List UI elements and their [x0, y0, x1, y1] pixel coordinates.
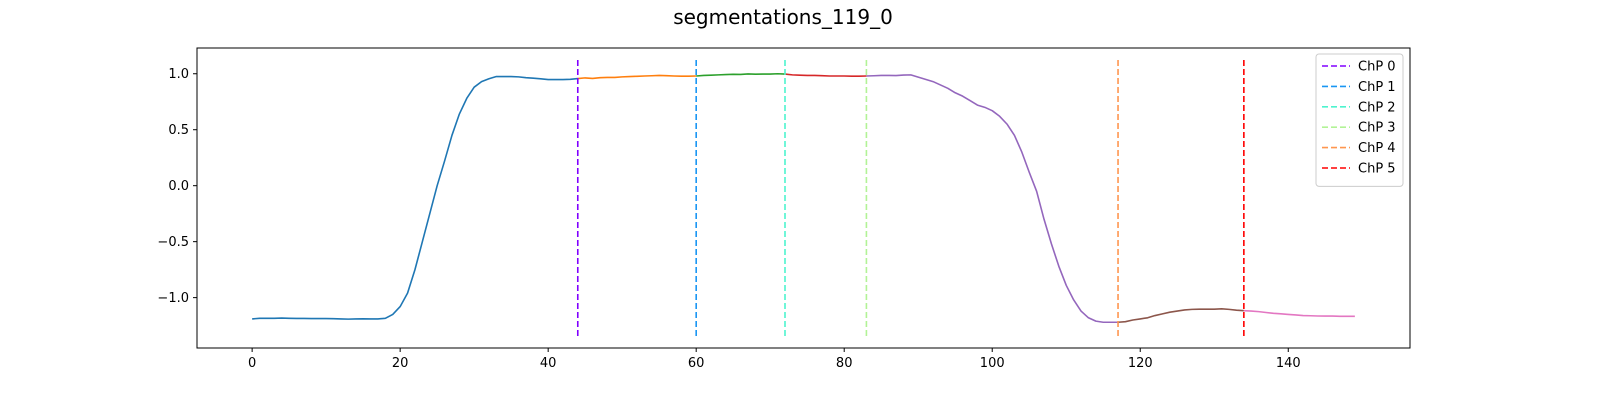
- x-tick-label: 60: [688, 356, 705, 371]
- series-layer: [252, 72, 1355, 324]
- legend-label: ChP 5: [1358, 162, 1396, 177]
- x-tick-label: 120: [1128, 356, 1153, 371]
- legend-label: ChP 1: [1358, 80, 1396, 95]
- x-axis: 0 20 40 60 80 100 120 140: [248, 348, 1301, 371]
- legend-box: [1315, 53, 1404, 187]
- legend-label: ChP 2: [1358, 100, 1396, 115]
- series-line-segment-4: [866, 74, 1119, 324]
- legend-label: ChP 0: [1358, 60, 1396, 75]
- y-axis: −1.0 −0.5 0.0 0.5 1.0: [157, 67, 197, 306]
- plot-frame: [196, 47, 1411, 349]
- x-tick-label: 40: [540, 356, 557, 371]
- chart-title: segmentations_119_0: [673, 5, 893, 29]
- legend-label: ChP 3: [1358, 121, 1396, 136]
- series-line-segment-1: [577, 74, 697, 80]
- y-tick-label: 0.0: [168, 179, 189, 194]
- legend: ChP 0 ChP 1 ChP 2 ChP 3 ChP 4 ChP 5: [1315, 53, 1404, 187]
- x-tick-label: 80: [836, 356, 853, 371]
- changepoint-layer: [576, 60, 1245, 336]
- x-tick-label: 140: [1276, 356, 1301, 371]
- x-tick-label: 100: [980, 356, 1005, 371]
- x-tick-label: 0: [248, 356, 256, 371]
- x-tick-label: 20: [392, 356, 409, 371]
- legend-label: ChP 4: [1358, 141, 1396, 156]
- series-line-segment-6: [1243, 309, 1355, 318]
- series-line-segment-3: [784, 73, 867, 78]
- y-tick-label: 1.0: [168, 67, 189, 82]
- y-tick-label: 0.5: [168, 123, 189, 138]
- series-line-segment-5: [1117, 308, 1244, 324]
- y-tick-label: −0.5: [157, 235, 189, 250]
- y-tick-label: −1.0: [157, 291, 189, 306]
- series-line-segment-2: [696, 72, 786, 77]
- series-line-segment-0: [252, 75, 578, 320]
